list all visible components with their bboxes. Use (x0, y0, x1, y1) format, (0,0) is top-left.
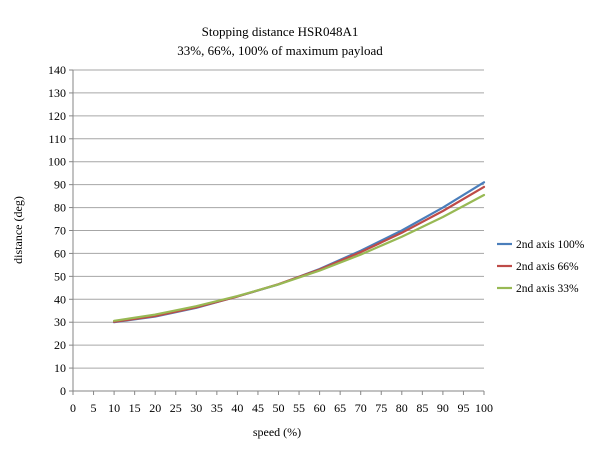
x-tick-label: 50 (273, 401, 285, 415)
x-tick-label: 30 (190, 401, 202, 415)
y-tick-label: 20 (54, 338, 66, 352)
x-tick-label: 65 (334, 401, 346, 415)
y-tick-label: 50 (54, 269, 66, 283)
x-tick-label: 55 (293, 401, 305, 415)
x-axis-title: speed (%) (253, 425, 301, 439)
x-tick-label: 85 (416, 401, 428, 415)
y-tick-label: 140 (48, 63, 66, 77)
y-axis-title: distance (deg) (11, 196, 25, 264)
series-lines (112, 181, 486, 324)
y-tick-label: 120 (48, 109, 66, 123)
y-axis-ticks: 0 10 20 30 40 50 60 70 80 90 100 110 120 130 140 (48, 63, 73, 398)
chart-title: Stopping distance HSR048A1 (202, 24, 359, 39)
y-tick-label: 10 (54, 361, 66, 375)
x-tick-label: 20 (149, 401, 161, 415)
series-line (112, 181, 486, 324)
y-tick-label: 40 (54, 292, 66, 306)
y-tick-label: 60 (54, 246, 66, 260)
y-tick-label: 110 (48, 132, 66, 146)
y-tick-label: 30 (54, 315, 66, 329)
legend: 2nd axis 100% 2nd axis 66% 2nd axis 33% (497, 239, 585, 295)
y-tick-label: 70 (54, 224, 66, 238)
x-tick-label: 5 (91, 401, 97, 415)
series-line (112, 193, 486, 322)
axes (72, 70, 484, 392)
x-tick-label: 15 (129, 401, 141, 415)
x-tick-label: 10 (108, 401, 120, 415)
gridlines (73, 69, 484, 369)
x-tick-label: 90 (437, 401, 449, 415)
x-tick-label: 95 (457, 401, 469, 415)
x-tick-label: 100 (475, 401, 493, 415)
x-tick-label: 40 (231, 401, 243, 415)
x-tick-label: 60 (314, 401, 326, 415)
x-tick-label: 0 (70, 401, 76, 415)
y-tick-label: 0 (60, 384, 66, 398)
x-tick-label: 75 (375, 401, 387, 415)
x-tick-label: 25 (170, 401, 182, 415)
legend-label: 2nd axis 66% (516, 261, 579, 273)
x-axis-ticks: 0 5 10 15 20 25 30 35 40 45 50 55 60 65 70 75 80 85 90 95 10… (70, 391, 493, 415)
x-tick-label: 45 (252, 401, 264, 415)
y-tick-label: 130 (48, 86, 66, 100)
legend-label: 2nd axis 33% (516, 283, 579, 295)
legend-label: 2nd axis 100% (516, 239, 585, 251)
chart-subtitle: 33%, 66%, 100% of maximum payload (177, 43, 383, 58)
x-tick-label: 35 (211, 401, 223, 415)
x-tick-label: 70 (355, 401, 367, 415)
y-tick-label: 80 (54, 201, 66, 215)
x-tick-label: 80 (396, 401, 408, 415)
y-tick-label: 90 (54, 178, 66, 192)
y-tick-label: 100 (48, 155, 66, 169)
